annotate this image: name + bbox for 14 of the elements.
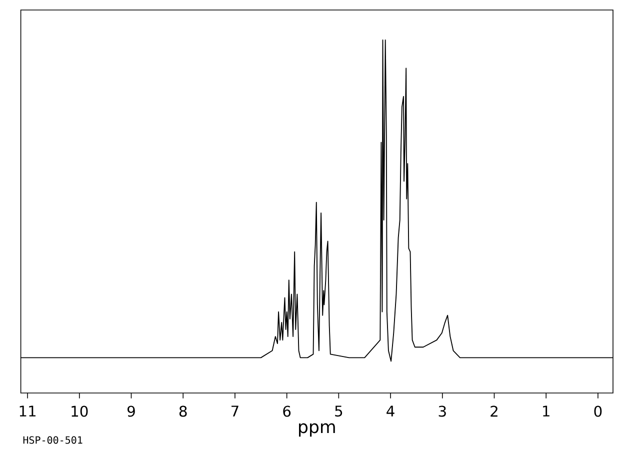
x-tick-label: 5 [335, 406, 342, 417]
x-tick-label: 4 [386, 406, 394, 416]
x-axis-title: ppm [299, 423, 335, 437]
x-tick-label: 9 [128, 406, 135, 417]
x-tick-label: 6 [283, 406, 291, 417]
text: HSP-00-501 [23, 436, 82, 444]
x-tick-label: 11 [20, 406, 36, 416]
x-tick-label: 7 [232, 406, 238, 416]
x-tick-label: 10 [72, 406, 88, 417]
x-tick-label: 1 [543, 406, 550, 416]
x-tick-label: 8 [179, 406, 187, 417]
x-tick-label: 3 [438, 406, 446, 417]
x-tick-label: 0 [594, 406, 602, 417]
x-tick-label: 2 [490, 406, 498, 417]
